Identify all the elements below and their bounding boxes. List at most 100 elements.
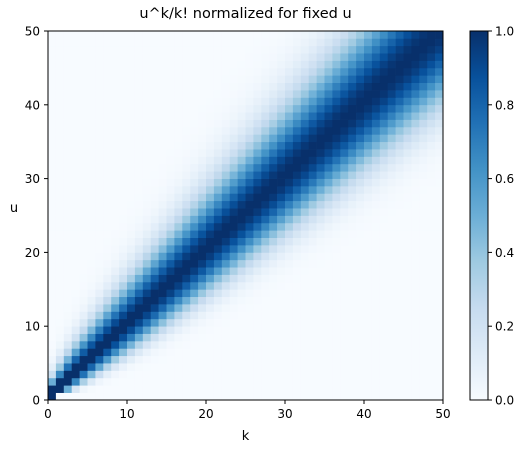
heatmap-cell: [245, 252, 254, 261]
heatmap-cell: [285, 230, 294, 238]
heatmap-cell: [356, 171, 365, 179]
heatmap-cell: [308, 171, 317, 179]
heatmap-cell: [379, 75, 389, 84]
heatmap-cell: [134, 53, 144, 61]
heatmap-cell: [387, 370, 396, 379]
heatmap-cell: [111, 97, 120, 106]
heatmap-cell: [371, 31, 381, 39]
heatmap-cell: [55, 149, 65, 157]
heatmap-cell: [150, 156, 159, 165]
heatmap-cell: [206, 104, 215, 113]
heatmap-cell: [198, 245, 207, 253]
heatmap-cell: [174, 222, 183, 231]
heatmap-cell: [403, 90, 412, 98]
heatmap-cell: [158, 281, 167, 290]
heatmap-cell: [103, 296, 112, 305]
heatmap-cell: [300, 163, 310, 172]
heatmap-cell: [435, 149, 444, 157]
heatmap-cell: [55, 141, 65, 150]
heatmap-cell: [419, 119, 428, 128]
heatmap-cell: [206, 355, 215, 364]
heatmap-cell: [198, 82, 207, 91]
heatmap-cell: [174, 82, 183, 91]
heatmap-cell: [229, 134, 238, 143]
heatmap-cell: [419, 355, 428, 364]
heatmap-cell: [324, 104, 333, 113]
heatmap-cell: [142, 156, 152, 165]
heatmap-cell: [300, 230, 310, 238]
heatmap-cell: [237, 222, 246, 231]
heatmap-cell: [324, 53, 333, 61]
heatmap-cell: [308, 53, 317, 61]
heatmap-cell: [142, 311, 152, 320]
heatmap-cell: [245, 348, 254, 357]
heatmap-cell: [364, 119, 373, 128]
heatmap-cell: [419, 377, 428, 386]
heatmap-cell: [182, 259, 191, 268]
heatmap-cell: [237, 355, 246, 364]
heatmap-cell: [285, 31, 294, 39]
heatmap-cell: [229, 289, 238, 298]
heatmap-cell: [419, 38, 428, 47]
heatmap-cell: [237, 237, 246, 246]
heatmap-cell: [48, 348, 57, 357]
heatmap-cell: [119, 237, 128, 246]
heatmap-cell: [87, 237, 96, 246]
heatmap-cell: [253, 53, 262, 61]
heatmap-cell: [348, 230, 357, 238]
heatmap-cell: [411, 326, 420, 334]
heatmap-cell: [411, 363, 420, 371]
heatmap-cell: [395, 163, 404, 172]
heatmap-cell: [395, 97, 404, 106]
heatmap-cell: [190, 53, 199, 61]
heatmap-cell: [237, 134, 246, 143]
heatmap-cell: [79, 112, 88, 120]
heatmap-cell: [134, 112, 144, 120]
heatmap-cell: [245, 75, 254, 84]
heatmap-cell: [95, 355, 104, 364]
heatmap-cell: [63, 385, 73, 393]
heatmap-cell: [411, 230, 420, 238]
heatmap-cell: [103, 104, 112, 113]
heatmap-cell: [190, 104, 199, 113]
heatmap-cell: [261, 222, 270, 231]
heatmap-cell: [364, 259, 373, 268]
heatmap-cell: [379, 267, 389, 275]
heatmap-cell: [292, 377, 302, 386]
heatmap-cell: [403, 245, 412, 253]
heatmap-cell: [95, 252, 104, 261]
heatmap-cell: [103, 141, 112, 150]
heatmap-cell: [245, 355, 254, 364]
heatmap-cell: [221, 156, 231, 165]
heatmap-cell: [166, 90, 175, 98]
heatmap-cell: [308, 370, 317, 379]
heatmap-cell: [308, 304, 317, 312]
heatmap-cell: [253, 112, 262, 120]
heatmap-cell: [332, 296, 341, 305]
heatmap-cell: [300, 215, 310, 224]
heatmap-cell: [63, 126, 73, 135]
heatmap-cell: [237, 97, 246, 106]
heatmap-cell: [55, 119, 65, 128]
heatmap-cell: [111, 340, 120, 349]
heatmap-cell: [79, 363, 88, 371]
heatmap-cell: [48, 363, 57, 371]
heatmap-cell: [324, 237, 333, 246]
heatmap-cell: [269, 119, 278, 128]
heatmap-cell: [190, 259, 199, 268]
heatmap-cell: [269, 156, 278, 165]
heatmap-cell: [348, 377, 357, 386]
heatmap-cell: [300, 259, 310, 268]
heatmap-cell: [71, 215, 80, 224]
heatmap-cell: [427, 363, 436, 371]
heatmap-cell: [63, 281, 73, 290]
heatmap-cell: [348, 178, 357, 187]
heatmap-cell: [364, 208, 373, 216]
heatmap-cell: [324, 67, 333, 76]
heatmap-cell: [206, 348, 215, 357]
heatmap-cell: [79, 215, 88, 224]
heatmap-cell: [198, 208, 207, 216]
heatmap-cell: [206, 171, 215, 179]
heatmap-cell: [229, 178, 238, 187]
heatmap-cell: [395, 222, 404, 231]
